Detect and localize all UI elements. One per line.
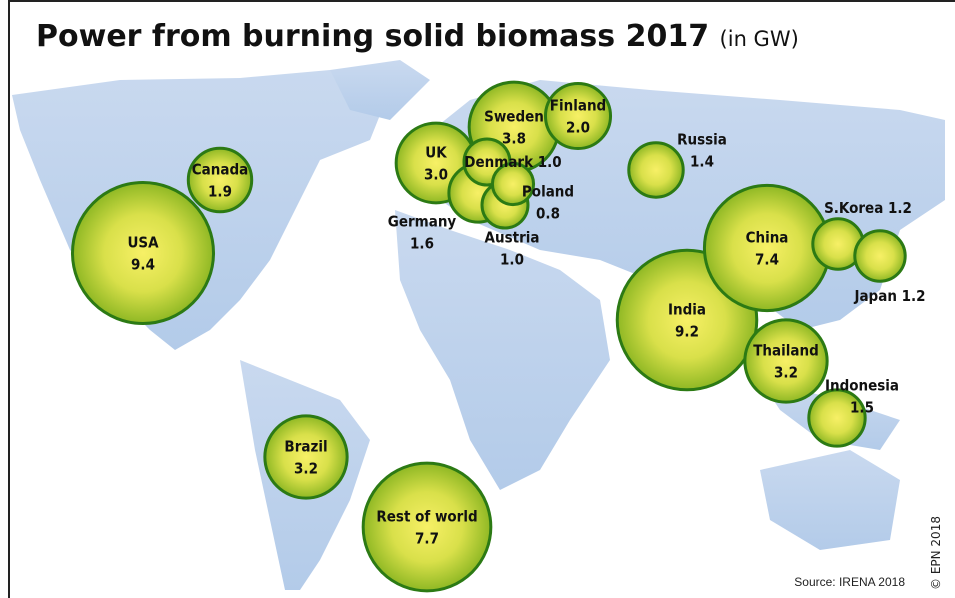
bubble [853, 229, 907, 283]
title-text: Power from burning solid biomass 2017 [36, 19, 709, 54]
value-label: 1.2 [888, 199, 912, 217]
country-name: China [746, 229, 789, 247]
subtitle: (in GW) [720, 27, 799, 51]
bubble-label: S.Korea 1.2 [824, 199, 912, 217]
country-name: Austria [485, 229, 540, 247]
bubble-label: Denmark 1.0 [464, 153, 561, 171]
value-label: 1.6 [410, 235, 434, 253]
bubble [627, 141, 685, 199]
country-name: Russia [677, 131, 727, 149]
value-label: 9.2 [675, 323, 699, 341]
value-label: 1.0 [538, 153, 562, 171]
bubble [263, 414, 349, 500]
country-name: Sweden [484, 108, 544, 126]
source: Source: IRENA 2018 [794, 575, 905, 589]
country-name: USA [127, 234, 159, 252]
country-name: Rest of world [376, 508, 477, 526]
value-label: 0.8 [536, 205, 560, 223]
bubble [743, 318, 829, 404]
value-label: 3.2 [774, 364, 798, 382]
value-label: 1.2 [902, 287, 926, 305]
bubble-label: Japan 1.2 [853, 287, 925, 305]
bubble [807, 388, 867, 448]
bubble [70, 180, 216, 326]
country-name: India [668, 301, 706, 319]
bubble [490, 161, 536, 207]
country-name: Indonesia [825, 377, 899, 395]
country-name: Thailand [753, 342, 819, 360]
value-label: 9.4 [131, 256, 155, 274]
value-label: 1.4 [690, 153, 714, 171]
value-label: 1.9 [208, 183, 232, 201]
title: Power from burning solid biomass 2017 (i… [36, 19, 799, 54]
country-name: Poland [522, 183, 574, 201]
value-label: 3.2 [294, 460, 318, 478]
value-label: 1.0 [500, 251, 524, 269]
bubble [186, 146, 254, 214]
bubble [702, 183, 832, 313]
country-name: Finland [550, 97, 606, 115]
copyright: © EPN 2018 [929, 516, 943, 590]
bubble [361, 461, 493, 593]
country-name: Denmark [464, 153, 534, 171]
country-name: Brazil [284, 438, 327, 456]
value-label: 3.0 [424, 166, 448, 184]
country-name: Japan [853, 287, 897, 305]
country-name: Canada [192, 161, 248, 179]
country-name: S.Korea [824, 199, 883, 217]
bubbles: USA 9.4 Canada 1.9 Rest of world 7.7 Brazil 3.2… [70, 80, 926, 593]
bubble [543, 81, 613, 151]
value-label: 1.5 [850, 399, 874, 417]
value-label: 7.7 [415, 530, 439, 548]
country-name: UK [425, 144, 447, 162]
country-name: Germany [388, 213, 457, 231]
value-label: 2.0 [566, 119, 590, 137]
value-label: 7.4 [755, 251, 779, 269]
value-label: 3.8 [502, 130, 526, 148]
